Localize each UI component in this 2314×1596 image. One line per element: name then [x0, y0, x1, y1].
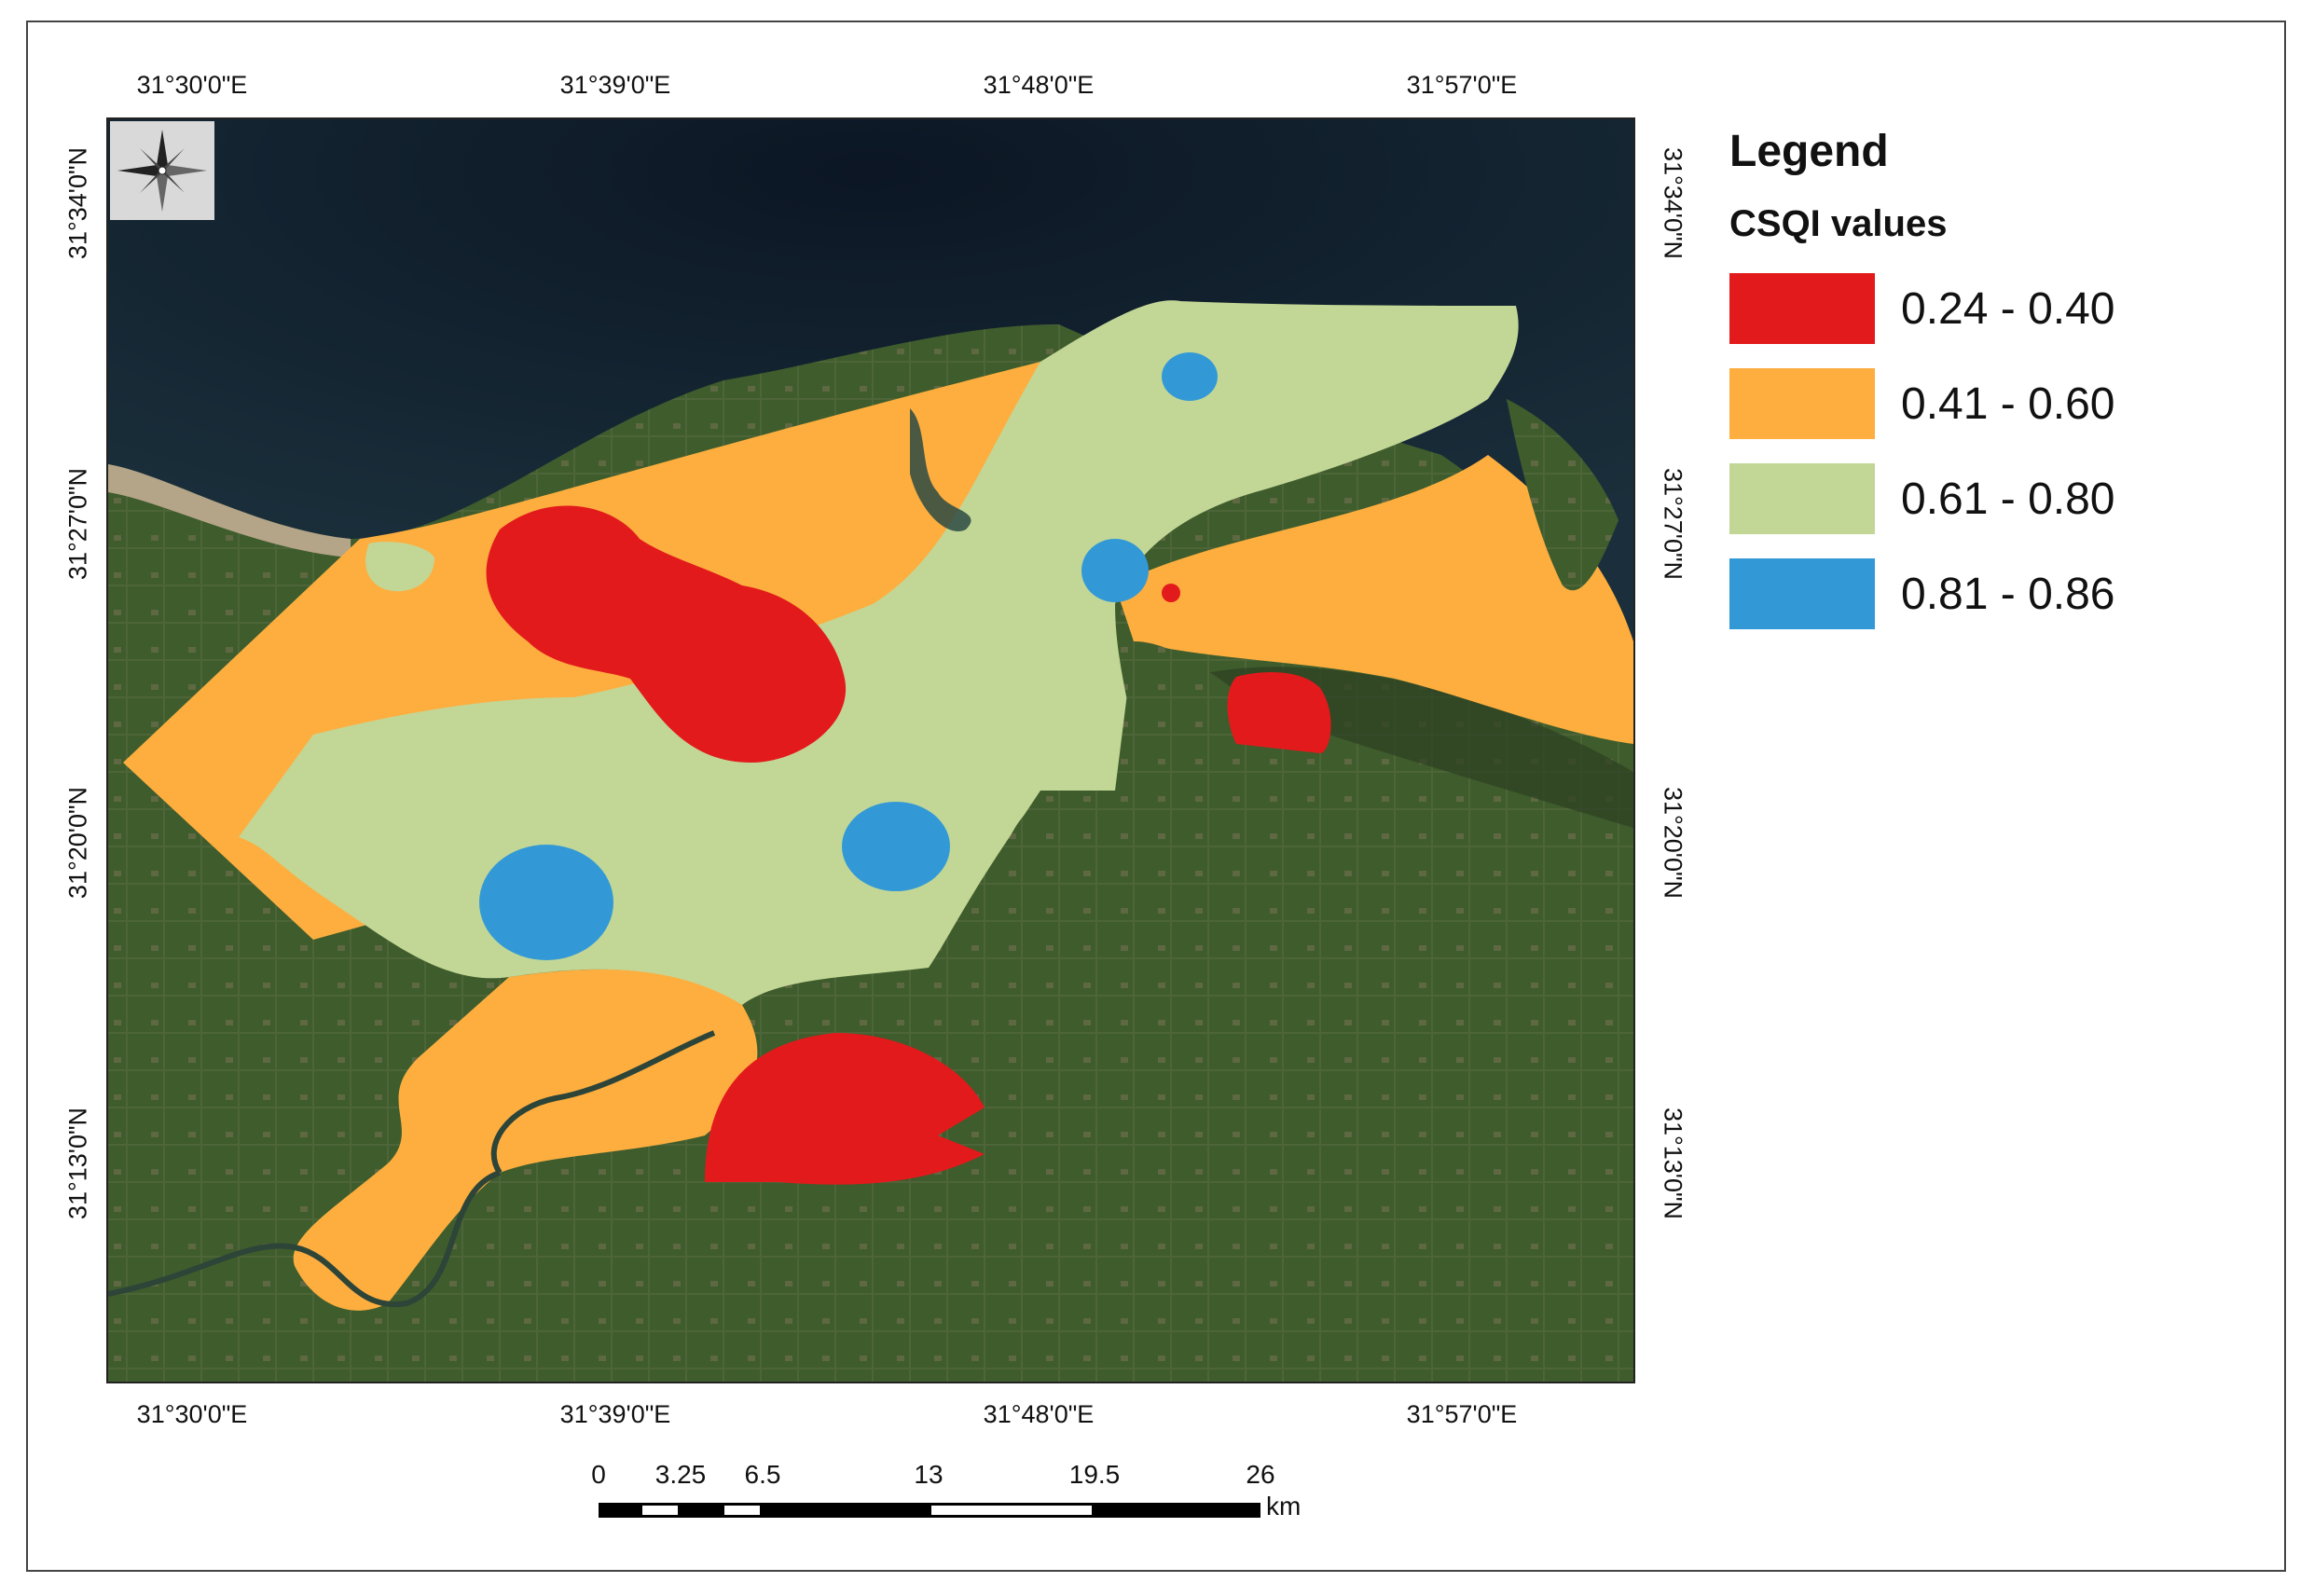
scale-unit: km	[1266, 1492, 1302, 1520]
legend-label: 0.61 - 0.80	[1901, 474, 2115, 524]
sea-area	[108, 119, 1633, 641]
latitude-tick-left: 31°13'0"N	[63, 1107, 92, 1220]
latitude-tick-right: 31°34'0"N	[1659, 146, 1687, 260]
latitude-tick-left: 31°34'0"N	[63, 146, 92, 260]
river-line	[108, 1030, 716, 1308]
latitude-tick-left: 31°20'0"N	[63, 786, 92, 900]
legend-swatch	[1729, 368, 1875, 439]
legend-swatch	[1729, 463, 1875, 534]
csqi-zone-red	[486, 505, 847, 763]
map-frame	[26, 21, 2286, 1572]
latitude-tick-right: 31°27'0"N	[1659, 467, 1687, 581]
csqi-zone-red	[1227, 672, 1331, 753]
legend-label: 0.24 - 0.40	[1901, 283, 2115, 334]
scale-segment	[722, 1503, 763, 1518]
legend-label: 0.41 - 0.60	[1901, 378, 2115, 429]
longitude-tick-top: 31°39'0"E	[559, 71, 671, 99]
scale-label: 0	[591, 1460, 606, 1489]
legend-item: 0.41 - 0.60	[1729, 368, 2115, 439]
scale-segment	[640, 1503, 681, 1518]
legend: Legend CSQI values 0.24 - 0.40 0.41 - 0.…	[1729, 126, 2115, 654]
csqi-zone-orange	[1115, 455, 1633, 744]
estuary-land	[1507, 399, 1618, 591]
csqi-zone-blue	[842, 802, 950, 891]
latitude-tick-left: 31°27'0"N	[63, 467, 92, 581]
scale-segment	[681, 1503, 722, 1518]
scale-label: 26	[1246, 1460, 1275, 1489]
longitude-tick-top: 31°30'0"E	[136, 71, 248, 99]
longitude-tick-bottom: 31°30'0"E	[136, 1400, 248, 1428]
legend-item: 0.24 - 0.40	[1729, 273, 2115, 344]
legend-label: 0.81 - 0.86	[1901, 569, 2115, 619]
map-canvas[interactable]	[106, 117, 1635, 1383]
scale-label: 19.5	[1068, 1460, 1121, 1489]
latitude-tick-right: 31°20'0"N	[1659, 786, 1687, 900]
scale-label: 3.25	[654, 1460, 707, 1489]
scale-segment	[929, 1503, 1095, 1518]
csqi-zone-blue	[1081, 539, 1149, 602]
csqi-zone-blue	[1162, 352, 1218, 401]
csqi-zone-orange	[293, 969, 758, 1311]
north-arrow-compass-icon	[110, 121, 214, 220]
legend-items: 0.24 - 0.40 0.41 - 0.60 0.61 - 0.80 0.81…	[1729, 273, 2115, 629]
scale-segment	[599, 1503, 640, 1518]
csqi-zone-green	[365, 542, 434, 592]
longitude-tick-top: 31°57'0"E	[1406, 71, 1518, 99]
legend-swatch	[1729, 273, 1875, 344]
longitude-tick-bottom: 31°57'0"E	[1406, 1400, 1518, 1428]
scale-bar: 0 3.25 6.5 13 19.5 26 km	[591, 1460, 1305, 1544]
csqi-zone-red	[705, 1033, 985, 1185]
legend-item: 0.81 - 0.86	[1729, 558, 2115, 629]
legend-item: 0.61 - 0.80	[1729, 463, 2115, 534]
scale-label: 13	[914, 1460, 944, 1489]
estuary-land	[1003, 641, 1633, 1382]
legend-swatch	[1729, 558, 1875, 629]
longitude-tick-bottom: 31°48'0"E	[983, 1400, 1095, 1428]
scale-segment	[1095, 1503, 1260, 1518]
longitude-tick-bottom: 31°39'0"E	[559, 1400, 671, 1428]
scale-label: 6.5	[744, 1460, 781, 1489]
longitude-tick-top: 31°48'0"E	[983, 71, 1095, 99]
csqi-zone-blue	[479, 845, 613, 960]
estuary-land	[910, 800, 1040, 1382]
latitude-tick-right: 31°13'0"N	[1659, 1107, 1687, 1220]
csqi-zone-green	[239, 300, 1519, 1006]
legend-title: Legend	[1729, 127, 1889, 176]
beach-strip	[108, 464, 351, 557]
scale-segment	[763, 1503, 929, 1518]
legend-subtitle: CSQI values	[1729, 203, 1948, 244]
lagoon-channel	[910, 408, 971, 531]
csqi-zone-red	[1162, 584, 1180, 602]
